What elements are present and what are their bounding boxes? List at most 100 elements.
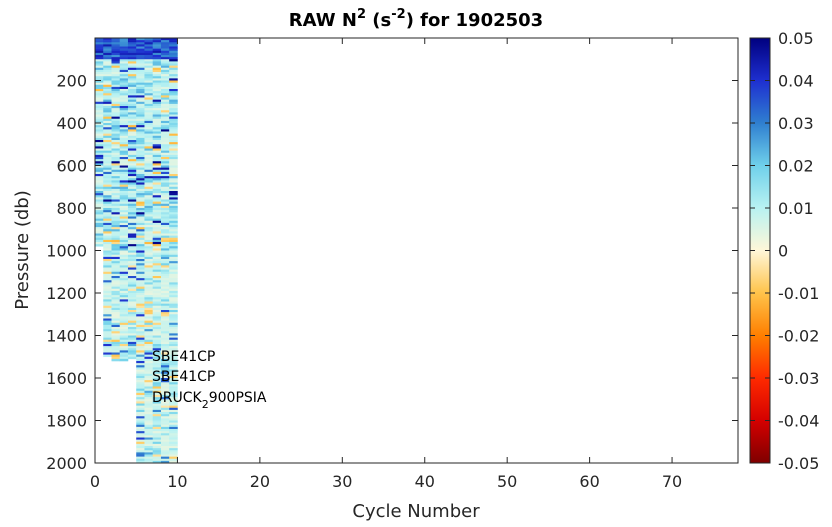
heatmap-cell (144, 99, 153, 103)
heatmap-cell (160, 114, 170, 117)
heatmap-cell (160, 120, 170, 124)
heatmap-cell (95, 157, 104, 160)
heatmap-cell (103, 248, 112, 251)
heatmap-cell (169, 74, 178, 77)
heatmap-cell (119, 144, 129, 147)
heatmap-cell (152, 133, 162, 137)
heatmap-cell (95, 65, 104, 69)
heatmap-cell (103, 344, 112, 347)
heatmap-cell (160, 265, 170, 268)
heatmap-cell (119, 222, 129, 226)
heatmap-cell (103, 259, 112, 262)
heatmap-cell (169, 86, 178, 90)
heatmap-cell (119, 216, 129, 219)
heatmap-cell (152, 218, 162, 222)
heatmap-cell (111, 320, 121, 324)
heatmap-cell (95, 137, 104, 141)
heatmap-cell (160, 95, 170, 98)
heatmap-cell (136, 369, 145, 372)
heatmap-cell (103, 82, 112, 86)
heatmap-cell (160, 237, 170, 241)
heatmap-cell (160, 174, 170, 177)
heatmap-cell (127, 305, 137, 309)
heatmap-cell (160, 418, 170, 421)
heatmap-cell (144, 248, 153, 251)
heatmap-cell (169, 456, 178, 460)
heatmap-cell (127, 316, 137, 319)
heatmap-cell (136, 414, 145, 417)
heatmap-cell (119, 329, 129, 332)
heatmap-cell (103, 176, 112, 179)
heatmap-cell (127, 218, 137, 222)
heatmap-cell (144, 395, 153, 398)
heatmap-cell (160, 144, 170, 147)
heatmap-cell (111, 65, 121, 69)
heatmap-cell (103, 80, 112, 83)
heatmap-cell (103, 86, 112, 90)
heatmap-cell (119, 133, 129, 137)
heatmap-cell (111, 246, 121, 249)
heatmap-cell (95, 91, 104, 94)
heatmap-cell (111, 125, 121, 128)
heatmap-cell (127, 278, 137, 281)
heatmap-cell (152, 395, 162, 398)
heatmap-cell (169, 412, 178, 415)
heatmap-cell (152, 246, 162, 249)
heatmap-cell (160, 93, 170, 96)
heatmap-cell (169, 426, 178, 430)
heatmap-cell (152, 316, 162, 319)
heatmap-cell (152, 216, 162, 219)
heatmap-cell (152, 433, 162, 436)
heatmap-cell (111, 193, 121, 196)
heatmap-cell (152, 392, 162, 396)
heatmap-cell (103, 184, 112, 188)
heatmap-cell (144, 301, 153, 304)
heatmap-cell (103, 48, 112, 52)
heatmap-cell (152, 103, 162, 107)
heatmap-cell (103, 133, 112, 137)
heatmap-cell (103, 95, 112, 98)
heatmap-cell (103, 265, 112, 268)
heatmap-cell (136, 231, 145, 234)
heatmap-cell (95, 161, 104, 164)
heatmap-cell (144, 178, 153, 181)
heatmap-cell (127, 214, 137, 217)
heatmap-cell (136, 84, 145, 88)
heatmap-cell (111, 356, 121, 360)
heatmap-cell (144, 65, 153, 69)
heatmap-cell (152, 248, 162, 251)
heatmap-cell (160, 254, 170, 258)
heatmap-cell (160, 169, 170, 173)
heatmap-cell (169, 63, 178, 66)
heatmap-cell (144, 424, 153, 428)
heatmap-cell (136, 288, 145, 292)
heatmap-cell (136, 106, 145, 109)
heatmap-cell (127, 227, 137, 230)
heatmap-cell (160, 378, 170, 381)
heatmap-cell (152, 178, 162, 181)
heatmap-cell (95, 57, 104, 60)
heatmap-cell (111, 222, 121, 226)
colorbar-tick-label: -0.05 (778, 454, 819, 473)
heatmap-cell (136, 259, 145, 262)
heatmap-cell (95, 133, 104, 137)
heatmap-cell (136, 435, 145, 438)
heatmap-cell (127, 201, 137, 205)
heatmap-cell (152, 142, 162, 145)
heatmap-cell (144, 401, 153, 404)
heatmap-cell (144, 176, 153, 179)
heatmap-cell (119, 201, 129, 205)
heatmap-cell (111, 169, 121, 173)
heatmap-cell (152, 429, 162, 432)
heatmap-cell (111, 310, 121, 313)
heatmap-cell (127, 252, 137, 256)
heatmap-cell (160, 99, 170, 103)
heatmap-cell (95, 67, 104, 71)
heatmap-cell (127, 191, 137, 194)
heatmap-cell (144, 344, 153, 347)
heatmap-cell (169, 174, 178, 177)
heatmap-cell (95, 82, 104, 86)
heatmap-cell (119, 57, 129, 60)
heatmap-cell (136, 405, 145, 409)
heatmap-cell (127, 310, 137, 313)
